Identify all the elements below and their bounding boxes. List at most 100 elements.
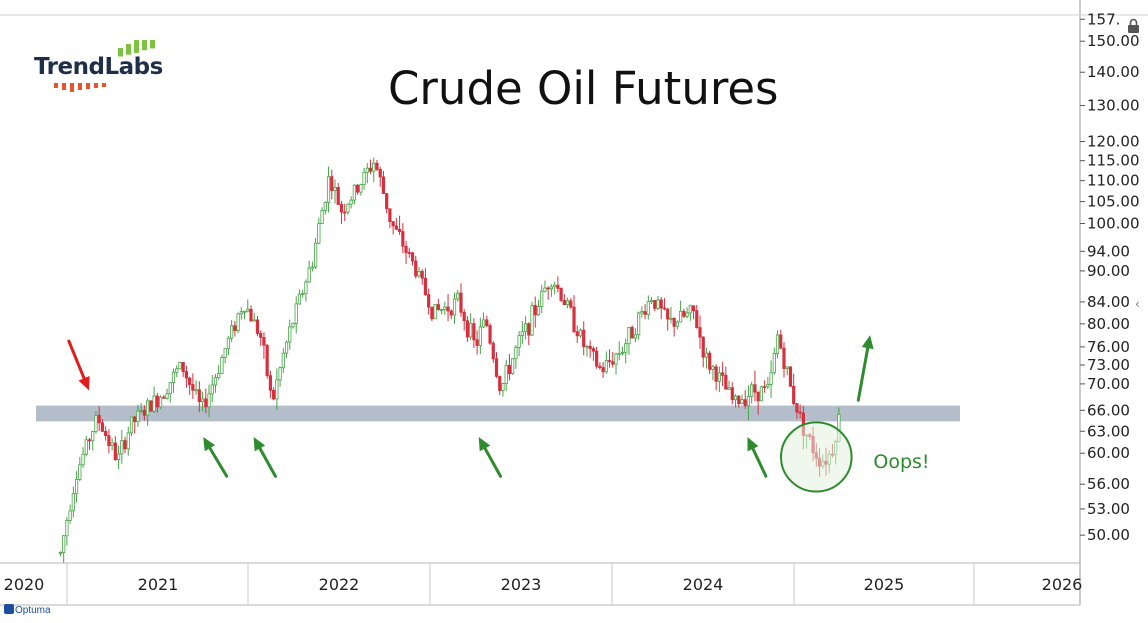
- candle-body: [666, 308, 670, 320]
- candle-body: [423, 277, 428, 296]
- candle-body: [110, 442, 114, 447]
- candle-body: [265, 344, 269, 377]
- candle-body: [288, 326, 292, 343]
- candle: [168, 382, 172, 403]
- candle: [259, 330, 263, 346]
- candle: [775, 330, 780, 359]
- candle-body: [262, 337, 266, 346]
- candle: [226, 336, 230, 356]
- candle-body: [562, 300, 566, 305]
- candle-body: [620, 351, 625, 354]
- candle-body: [688, 305, 692, 314]
- candle: [646, 295, 650, 320]
- candle-body: [87, 439, 92, 442]
- candle: [191, 373, 195, 399]
- candle-body: [769, 372, 773, 385]
- candle-body: [498, 375, 502, 391]
- candle-body: [436, 304, 440, 311]
- candle-body: [375, 162, 379, 170]
- candle-body: [113, 442, 117, 461]
- candle-body: [65, 520, 69, 537]
- candle: [633, 328, 637, 343]
- y-tick-label: 70.00: [1087, 375, 1130, 393]
- y-tick-label: 115.00: [1087, 152, 1140, 170]
- candle-body: [171, 371, 176, 383]
- candle-body: [433, 304, 437, 320]
- candle: [662, 298, 667, 311]
- candle: [58, 551, 63, 557]
- candle-body: [520, 331, 524, 337]
- candle: [569, 298, 573, 309]
- candle-body: [330, 176, 334, 191]
- candle: [682, 308, 686, 318]
- candle: [620, 346, 625, 356]
- candle: [317, 217, 321, 245]
- candle: [184, 365, 189, 388]
- candle-body: [314, 242, 318, 268]
- candle-body: [695, 310, 699, 329]
- candle-body: [449, 310, 453, 316]
- candle: [766, 377, 770, 390]
- candle-body: [126, 432, 130, 450]
- candle-body: [78, 464, 82, 480]
- candle-body: [685, 312, 689, 317]
- candle: [171, 368, 176, 393]
- candle: [481, 312, 486, 328]
- candle: [578, 328, 583, 338]
- candle: [68, 504, 72, 524]
- candle-body: [323, 202, 327, 211]
- candle-body: [475, 339, 479, 346]
- candle: [514, 345, 518, 369]
- y-tick-label: 130.00: [1087, 97, 1140, 115]
- candle: [272, 387, 276, 401]
- candle: [217, 365, 221, 380]
- candle: [149, 400, 153, 412]
- candle-body: [116, 453, 121, 461]
- candle-body: [617, 352, 621, 355]
- candle-body: [611, 361, 615, 365]
- candle-body: [575, 331, 579, 337]
- arrow-head: [253, 437, 266, 452]
- candle-body: [795, 403, 799, 413]
- oops-label: Oops!: [873, 451, 929, 473]
- candle: [614, 352, 618, 375]
- candle-body: [356, 184, 360, 193]
- candle: [188, 376, 192, 396]
- candle: [785, 365, 789, 376]
- candle-body: [494, 358, 499, 377]
- green-arrow: [856, 335, 874, 402]
- candle-body: [553, 284, 557, 288]
- candle-body: [152, 395, 156, 412]
- candle-body: [197, 389, 201, 403]
- candle: [404, 240, 408, 265]
- candle: [446, 293, 450, 322]
- candle-body: [401, 231, 405, 247]
- candle-body: [485, 319, 489, 326]
- candle-body: [565, 300, 570, 305]
- candle-body: [326, 176, 331, 203]
- y-tick-label: 63.00: [1087, 422, 1130, 440]
- candle: [530, 301, 534, 337]
- support-band: [36, 405, 960, 422]
- candle: [304, 279, 308, 302]
- candle: [494, 352, 499, 379]
- candle-body: [304, 281, 308, 295]
- candle-body: [443, 306, 447, 310]
- candle: [281, 348, 285, 373]
- candle: [129, 416, 134, 437]
- candle: [359, 183, 363, 196]
- candle-body: [698, 327, 702, 338]
- candle: [598, 362, 602, 370]
- candle: [288, 319, 292, 350]
- candle: [721, 361, 725, 387]
- candle: [223, 348, 227, 364]
- candle: [653, 300, 657, 312]
- candle: [207, 384, 211, 418]
- arrow-shaft: [483, 446, 503, 478]
- candle-body: [772, 353, 776, 374]
- candle: [307, 260, 311, 283]
- candle: [175, 365, 179, 377]
- candle: [443, 301, 447, 315]
- candle-body: [158, 396, 163, 408]
- candle: [97, 406, 101, 431]
